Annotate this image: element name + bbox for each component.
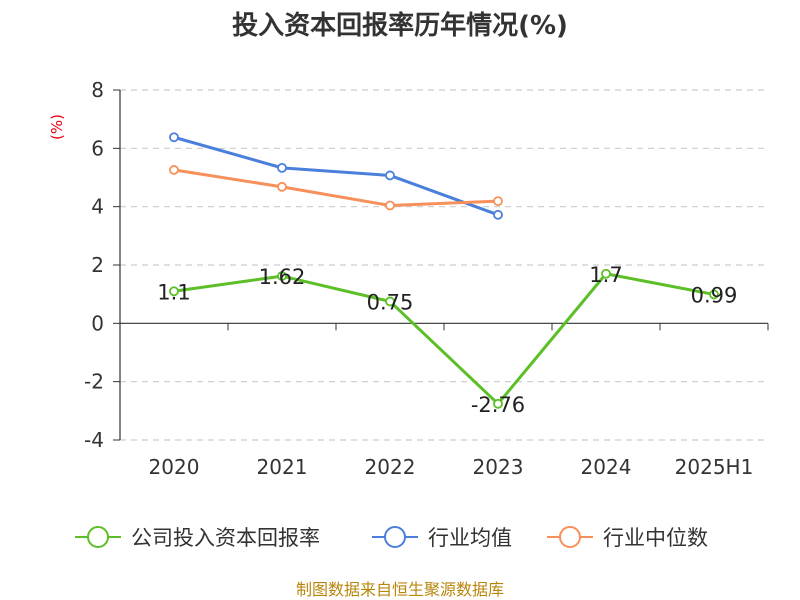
- y-tick-label: 2: [91, 253, 104, 277]
- data-label: 0.99: [691, 283, 738, 307]
- data-label-layer: 1.1 1.62 0.75 -2.76 1.7 0.99: [157, 263, 737, 417]
- data-label: 0.75: [367, 290, 414, 314]
- data-point: [385, 200, 395, 211]
- x-tick-label: 2023: [473, 455, 524, 479]
- y-tick-label: -2: [84, 370, 104, 394]
- y-tick-label: -4: [84, 428, 104, 452]
- y-tick-label: 8: [91, 78, 104, 102]
- x-tick-label: 2024: [581, 455, 632, 479]
- data-point: [385, 296, 395, 307]
- data-point: [601, 268, 611, 279]
- data-label: 1.62: [259, 265, 306, 289]
- series-line-0: [172, 272, 716, 406]
- data-label: 1.7: [589, 263, 622, 287]
- data-point: [493, 209, 503, 220]
- x-tick-label: 2022: [365, 455, 416, 479]
- series-layer: [169, 132, 719, 409]
- legend-label-2: 行业中位数: [603, 526, 708, 550]
- data-point: [169, 286, 179, 297]
- x-tick-label: 2020: [149, 455, 200, 479]
- y-tick-label: 0: [91, 311, 104, 335]
- y-tick-label: 6: [91, 136, 104, 160]
- grid-layer: [120, 89, 768, 441]
- data-point: [709, 289, 719, 300]
- source-note: 制图数据来自恒生聚源数据库: [296, 580, 504, 599]
- legend-marker-0: [87, 526, 109, 548]
- legend-label-0: 公司投入资本回报率: [131, 526, 320, 550]
- y-axis-unit-label: (%): [48, 114, 66, 140]
- axis-layer: 8 6 4 2 0 -2 -4 2020 2021 2022 2023 2024 2025H1: [84, 78, 769, 479]
- data-point: [277, 271, 287, 281]
- data-label: -2.76: [471, 393, 525, 417]
- series-line-1: [172, 135, 500, 217]
- y-tick-label: 4: [91, 195, 104, 219]
- data-point: [169, 165, 179, 175]
- x-tick-label: 2021: [257, 455, 308, 479]
- x-tick-label: 2025H1: [675, 455, 754, 479]
- legend-marker-1: [384, 526, 406, 548]
- series-line-2: [172, 168, 500, 207]
- data-point: [493, 398, 503, 409]
- data-point: [277, 181, 287, 192]
- data-label: 1.1: [157, 280, 190, 304]
- data-point: [493, 196, 503, 207]
- data-point: [385, 170, 395, 181]
- chart-title: 投入资本回报率历年情况(%): [232, 10, 568, 41]
- legend: 公司投入资本回报率 行业均值 行业中位数: [75, 526, 708, 550]
- legend-label-1: 行业均值: [428, 526, 512, 550]
- data-point: [277, 162, 287, 173]
- legend-marker-2: [559, 526, 581, 548]
- data-point: [169, 132, 179, 143]
